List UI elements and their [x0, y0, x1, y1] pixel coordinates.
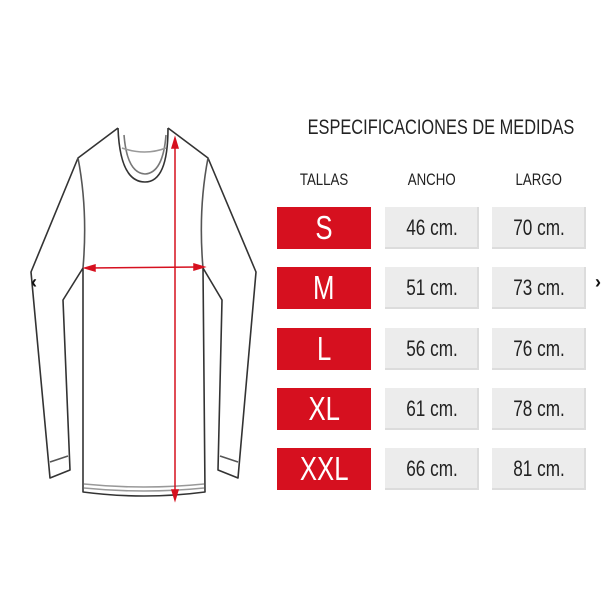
cell-length: 76 cm. — [492, 328, 586, 370]
cell-width: 46 cm. — [385, 207, 479, 249]
cell-size: L — [277, 328, 371, 370]
cell-size-text: XL — [308, 390, 340, 427]
header-width: ANCHO — [408, 170, 456, 189]
cell-size-text: M — [313, 269, 335, 306]
collar — [117, 127, 169, 183]
cell-width: 56 cm. — [385, 328, 479, 370]
cell-width-text: 56 cm. — [406, 336, 458, 361]
next-arrow-icon[interactable]: › — [595, 272, 601, 292]
cell-length-text: 78 cm. — [513, 396, 565, 421]
shirt-outline — [30, 127, 257, 497]
cell-length: 73 cm. — [492, 267, 586, 309]
cell-size-text: S — [315, 209, 333, 246]
cell-width-text: 66 cm. — [406, 456, 458, 481]
cell-size-text: L — [316, 330, 332, 367]
cell-width-text: 51 cm. — [406, 275, 458, 300]
cell-size: S — [277, 207, 371, 249]
cell-length-text: 76 cm. — [513, 336, 565, 361]
cell-length-text: 73 cm. — [513, 275, 565, 300]
cell-length-text: 70 cm. — [513, 215, 565, 240]
cell-width: 66 cm. — [385, 448, 479, 490]
cell-size: XXL — [277, 448, 371, 490]
cell-width-text: 61 cm. — [406, 396, 458, 421]
cell-size-text: XXL — [299, 450, 349, 487]
cell-length: 70 cm. — [492, 207, 586, 249]
cell-width: 51 cm. — [385, 267, 479, 309]
prev-arrow-icon[interactable]: ‹ — [31, 272, 37, 292]
chart-title: ESPECIFICACIONES DE MEDIDAS — [307, 116, 575, 139]
cell-width: 61 cm. — [385, 388, 479, 430]
width-arrow — [88, 266, 201, 269]
cell-width-text: 46 cm. — [406, 215, 458, 240]
cell-size: XL — [277, 388, 371, 430]
cell-length-text: 81 cm. — [513, 456, 565, 481]
header-size: TALLAS — [299, 170, 349, 189]
cell-length: 78 cm. — [492, 388, 586, 430]
cell-size: M — [277, 267, 371, 309]
header-length: LARGO — [515, 170, 563, 189]
cell-length: 81 cm. — [492, 448, 586, 490]
